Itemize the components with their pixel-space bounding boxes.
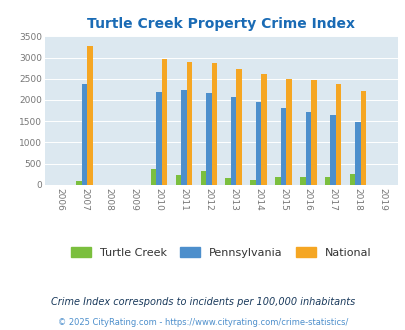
Bar <box>175 175 181 185</box>
Text: © 2025 CityRating.com - https://www.cityrating.com/crime-statistics/: © 2025 CityRating.com - https://www.city… <box>58 318 347 327</box>
Bar <box>156 92 162 185</box>
Bar <box>310 80 316 185</box>
Bar <box>275 177 280 185</box>
Bar <box>225 178 230 185</box>
Bar <box>299 177 305 185</box>
Bar <box>200 171 206 185</box>
Bar <box>181 90 186 185</box>
Bar <box>360 91 365 185</box>
Bar <box>324 177 330 185</box>
Bar <box>206 93 211 185</box>
Bar <box>286 79 291 185</box>
Legend: Turtle Creek, Pennsylvania, National: Turtle Creek, Pennsylvania, National <box>71 247 371 257</box>
Bar <box>305 112 310 185</box>
Bar <box>87 47 92 185</box>
Bar <box>349 174 354 185</box>
Bar <box>280 109 286 185</box>
Bar <box>211 63 217 185</box>
Bar <box>255 102 261 185</box>
Bar <box>230 97 236 185</box>
Bar <box>76 182 81 185</box>
Text: Crime Index corresponds to incidents per 100,000 inhabitants: Crime Index corresponds to incidents per… <box>51 297 354 307</box>
Bar <box>335 84 341 185</box>
Bar <box>261 75 266 185</box>
Bar <box>330 115 335 185</box>
Bar <box>81 84 87 185</box>
Title: Turtle Creek Property Crime Index: Turtle Creek Property Crime Index <box>87 17 354 31</box>
Bar <box>250 180 255 185</box>
Bar <box>236 69 241 185</box>
Bar <box>162 59 167 185</box>
Bar <box>151 169 156 185</box>
Bar <box>186 61 192 185</box>
Bar <box>354 121 360 185</box>
